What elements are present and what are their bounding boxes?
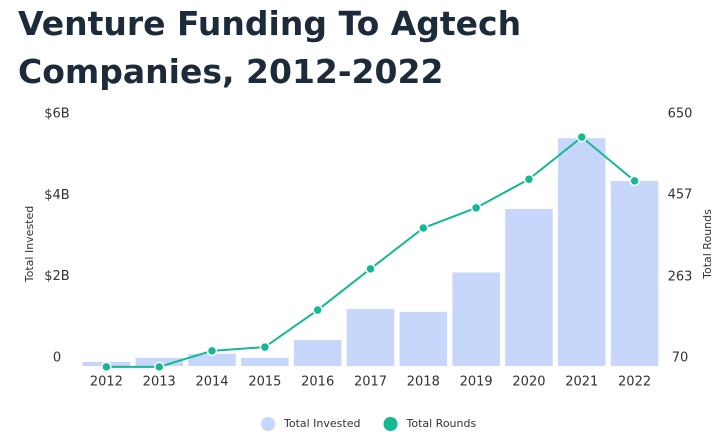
- bar: [558, 138, 606, 366]
- legend-marker: [261, 417, 275, 431]
- point: [576, 131, 588, 143]
- chart-title: Venture Funding To Agtech Companies, 201…: [18, 4, 522, 91]
- point: [629, 175, 640, 187]
- point: [206, 345, 218, 357]
- bar: [399, 311, 448, 366]
- x-tick-label: 2015: [248, 375, 281, 390]
- y2-tick-label: 650: [668, 107, 693, 122]
- point: [523, 173, 535, 185]
- x-tick-label: 2014: [195, 375, 228, 390]
- point: [365, 263, 376, 275]
- point: [153, 361, 165, 373]
- y2-tick-label: 457: [668, 188, 693, 203]
- bar: [188, 353, 236, 366]
- y2-tick-label: 70: [672, 351, 689, 366]
- x-tick-label: 2016: [301, 375, 334, 390]
- bar: [505, 209, 553, 366]
- legend-label: Total Rounds: [405, 417, 476, 430]
- point: [259, 341, 271, 353]
- x-tick-label: 2017: [354, 375, 387, 390]
- y-tick-label: $2B: [44, 269, 69, 284]
- bar: [346, 309, 395, 366]
- y-tick-label: 0: [53, 351, 61, 366]
- point: [312, 304, 323, 316]
- point: [418, 222, 429, 234]
- x-tick-label: 2022: [618, 375, 651, 390]
- bar: [452, 272, 500, 366]
- bar: [610, 180, 659, 366]
- x-tick-label: 2020: [512, 375, 545, 390]
- x-tick-label: 2018: [407, 375, 440, 390]
- x-tick-label: 2021: [565, 375, 598, 390]
- x-tick-label: 2012: [90, 375, 123, 390]
- x-tick-label: 2013: [143, 375, 176, 390]
- y-tick-label: $6B: [44, 107, 69, 122]
- point: [470, 202, 482, 214]
- legend-label: Total Invested: [283, 417, 360, 430]
- y2-tick-label: 263: [668, 269, 693, 284]
- bar: [241, 357, 289, 366]
- y-axis-title: Total Invested: [23, 206, 36, 283]
- x-tick-label: 2019: [460, 375, 493, 390]
- y-tick-label: $4B: [44, 188, 69, 203]
- y2-axis-title: Total Rounds: [701, 209, 714, 280]
- legend-marker: [383, 417, 398, 431]
- bar: [293, 339, 342, 366]
- point: [101, 361, 112, 373]
